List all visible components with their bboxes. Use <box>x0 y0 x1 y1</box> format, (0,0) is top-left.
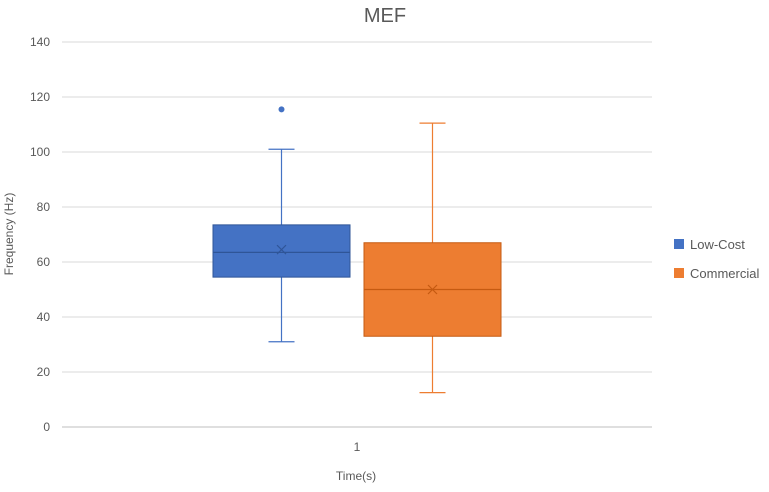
box-low-cost <box>212 106 351 343</box>
mean-marker-b-low-cost <box>276 244 287 255</box>
mean-marker-b-commercial <box>427 284 438 295</box>
y-tick-label-140: 140 <box>30 35 50 49</box>
box-commercial <box>363 122 502 394</box>
legend-item-low-cost: Low-Cost <box>674 235 759 253</box>
legend-label-low-cost: Low-Cost <box>690 236 745 252</box>
y-tick-label-0: 0 <box>43 420 50 434</box>
legend-label-commercial: Commercial <box>690 265 760 281</box>
y-tick-label-60: 60 <box>37 255 51 269</box>
box-series <box>212 106 502 394</box>
y-axis-ticks: 0 20 40 60 80 100 120 140 <box>30 35 50 434</box>
legend-swatch-commercial <box>674 268 684 278</box>
x-axis-label: Time(s) <box>336 469 376 483</box>
y-tick-label-120: 120 <box>30 90 50 104</box>
legend-swatch-low-cost <box>674 239 684 249</box>
gridlines <box>62 41 652 428</box>
box-body-low-cost <box>212 224 351 278</box>
chart-title: MEF <box>364 5 406 27</box>
x-tick-label-1: 1 <box>354 440 361 454</box>
y-tick-label-100: 100 <box>30 145 50 159</box>
legend: Low-Cost Commercial <box>674 235 759 293</box>
y-tick-label-40: 40 <box>37 310 51 324</box>
y-tick-label-80: 80 <box>37 200 51 214</box>
legend-item-commercial: Commercial <box>674 264 759 282</box>
y-tick-label-20: 20 <box>37 365 51 379</box>
y-axis-label: Frequency (Hz) <box>2 193 16 276</box>
outlier-point-low-cost-0 <box>278 106 285 113</box>
x-axis-ticks: 1 <box>354 440 361 454</box>
